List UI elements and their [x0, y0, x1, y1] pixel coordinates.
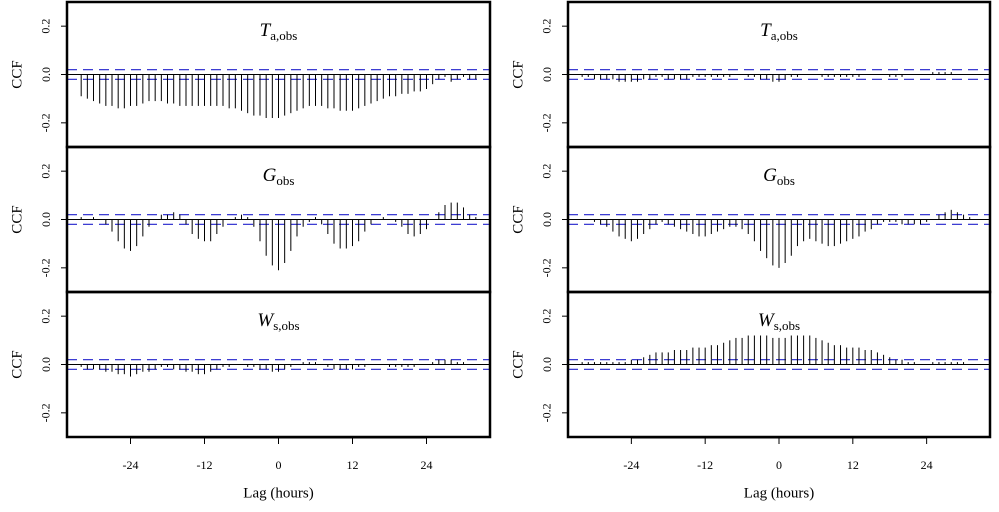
- title-main: G: [263, 165, 277, 186]
- panel-title: Ta,obs: [260, 20, 298, 43]
- y-tick-label: -0.2: [540, 403, 554, 422]
- y-tick-label: 0.2: [39, 19, 53, 34]
- x-tick-label: 0: [276, 458, 282, 472]
- title-sub: obs: [276, 173, 294, 188]
- y-tick-label: -0.2: [540, 258, 554, 277]
- y-tick-label: 0.0: [540, 67, 554, 82]
- x-tick-label: 12: [847, 458, 859, 472]
- panel-title: Ta,obs: [760, 20, 798, 43]
- y-tick-label: 0.2: [540, 19, 554, 34]
- y-tick-label: 0.0: [39, 212, 53, 227]
- x-tick-label: 0: [776, 458, 782, 472]
- title-main: G: [763, 165, 777, 186]
- title-main: T: [760, 20, 772, 41]
- panel-title: Ws,obs: [758, 310, 800, 333]
- title-main: T: [260, 20, 272, 41]
- x-tick-label: -24: [623, 458, 639, 472]
- y-axis-label: CCF: [9, 60, 25, 88]
- panel-title: Gobs: [763, 165, 795, 188]
- title-main: W: [257, 310, 275, 331]
- title-main: W: [758, 310, 776, 331]
- x-tick-label: 12: [346, 458, 358, 472]
- y-axis-label: CCF: [510, 350, 526, 378]
- x-tick-label: -24: [123, 458, 139, 472]
- x-tick-label: -12: [697, 458, 713, 472]
- title-sub: s,obs: [273, 318, 299, 333]
- title-sub: obs: [777, 173, 795, 188]
- y-axis-label: CCF: [9, 205, 25, 233]
- title-sub: s,obs: [774, 318, 800, 333]
- x-tick-label: 24: [420, 458, 432, 472]
- y-tick-label: -0.2: [39, 403, 53, 422]
- y-tick-label: 0.2: [540, 309, 554, 324]
- panel-title: Gobs: [263, 165, 295, 188]
- title-sub: a,obs: [771, 28, 798, 43]
- x-axis-label: Lag (hours): [243, 485, 313, 501]
- y-tick-label: 0.2: [540, 164, 554, 179]
- y-axis-label: CCF: [510, 205, 526, 233]
- y-axis-label: CCF: [510, 60, 526, 88]
- y-tick-label: -0.2: [39, 113, 53, 132]
- x-tick-label: -12: [197, 458, 213, 472]
- y-tick-label: -0.2: [540, 113, 554, 132]
- x-axis-label: Lag (hours): [744, 485, 814, 501]
- y-tick-label: 0.0: [540, 212, 554, 227]
- x-tick-label: 24: [921, 458, 933, 472]
- y-tick-label: 0.2: [39, 309, 53, 324]
- y-tick-label: 0.0: [39, 357, 53, 372]
- y-axis-label: CCF: [9, 350, 25, 378]
- y-tick-label: -0.2: [39, 258, 53, 277]
- title-sub: a,obs: [270, 28, 297, 43]
- y-tick-label: 0.0: [39, 67, 53, 82]
- y-tick-label: 0.0: [540, 357, 554, 372]
- panel-title: Ws,obs: [257, 310, 299, 333]
- y-tick-label: 0.2: [39, 164, 53, 179]
